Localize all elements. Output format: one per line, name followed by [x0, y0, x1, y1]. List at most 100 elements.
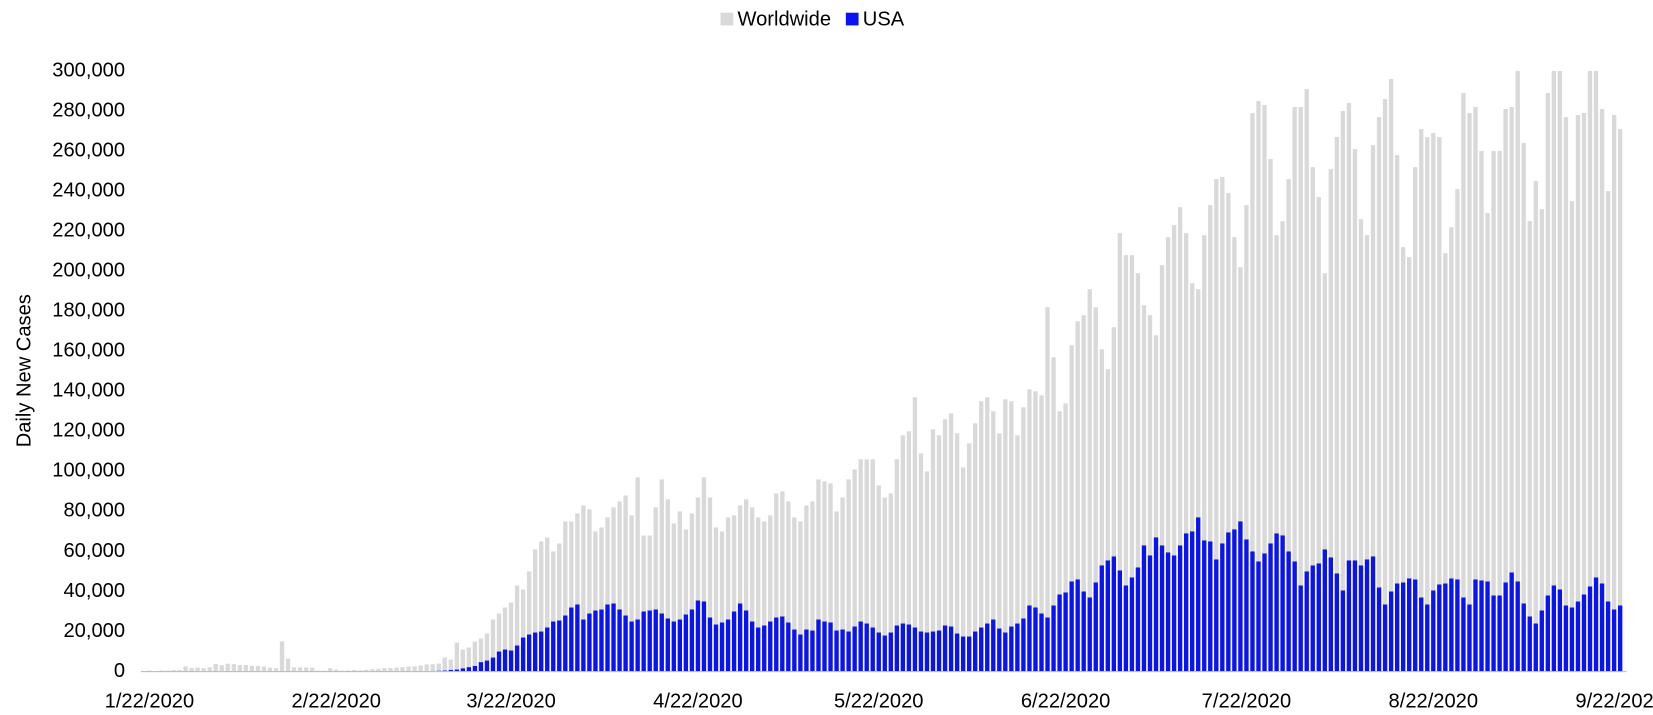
bar: [1425, 137, 1430, 672]
bar: [954, 433, 960, 672]
bar: [1545, 92, 1550, 672]
bar: [1099, 565, 1104, 672]
bar: [545, 537, 550, 672]
bar: [587, 613, 592, 672]
bar: [695, 497, 701, 672]
bar: [496, 613, 502, 672]
bar: [1232, 529, 1237, 672]
bar: [1111, 556, 1116, 672]
bar: [1051, 605, 1056, 672]
bar: [1051, 357, 1056, 672]
legend-swatch: [720, 12, 734, 26]
x-tick-label: 7/22/2020: [1202, 691, 1291, 713]
bar: [768, 515, 773, 672]
bar: [966, 443, 972, 672]
bar: [1202, 540, 1207, 672]
bar: [448, 669, 453, 672]
y-tick-label: 60,000: [64, 540, 126, 562]
bar: [1075, 321, 1080, 672]
bar: [436, 663, 441, 672]
bar: [575, 604, 580, 672]
bar: [846, 631, 851, 672]
bar: [1431, 133, 1436, 672]
bar: [677, 511, 683, 672]
bar: [1485, 581, 1490, 672]
bar: [1515, 581, 1520, 672]
bar: [1521, 603, 1526, 672]
bar: [1045, 617, 1050, 672]
bar: [1557, 589, 1563, 672]
x-tick-label: 9/22/2020: [1575, 691, 1653, 713]
bar: [1376, 587, 1382, 672]
bar: [575, 513, 580, 672]
bar: [870, 459, 875, 672]
bar: [1171, 225, 1177, 672]
bar: [430, 664, 435, 672]
bar: [484, 633, 490, 672]
bar: [1021, 618, 1026, 672]
bar: [924, 632, 930, 672]
bar: [303, 667, 309, 672]
bar: [1135, 273, 1141, 672]
bar: [1015, 435, 1020, 672]
bar: [1455, 189, 1460, 672]
bar: [249, 665, 255, 672]
bar: [1117, 570, 1123, 672]
bar: [581, 619, 586, 672]
bar: [581, 505, 586, 672]
bar: [1141, 545, 1147, 672]
bar: [352, 669, 357, 672]
bar: [882, 497, 887, 672]
bar: [508, 602, 514, 672]
bar: [900, 623, 906, 672]
bar: [792, 517, 797, 672]
bar: [1021, 407, 1026, 672]
bar: [683, 614, 689, 672]
bar: [1581, 594, 1587, 672]
bar: [689, 513, 695, 672]
bar: [1274, 235, 1279, 672]
bar: [1226, 532, 1231, 672]
bar: [1437, 584, 1442, 672]
bar: [1081, 315, 1086, 672]
bar: [1063, 403, 1068, 672]
bar: [1183, 533, 1189, 672]
bar: [810, 630, 815, 672]
bar: [460, 649, 466, 672]
bar: [472, 665, 478, 672]
bar: [1497, 151, 1502, 672]
bar: [617, 501, 622, 672]
bar: [852, 469, 857, 672]
bar: [207, 667, 212, 672]
bar: [768, 621, 773, 672]
bar: [1605, 601, 1611, 672]
bar: [948, 626, 954, 672]
bar: [508, 650, 514, 672]
bar: [1328, 169, 1333, 672]
bar: [545, 627, 550, 672]
bar: [936, 435, 942, 672]
bar: [297, 667, 303, 672]
bar: [930, 631, 936, 672]
bar: [1057, 411, 1062, 672]
bar: [894, 459, 900, 672]
bar: [1147, 555, 1153, 672]
bar: [1467, 604, 1472, 672]
bar: [605, 517, 610, 672]
bar: [918, 631, 924, 672]
bar: [1190, 283, 1195, 672]
bar: [1093, 582, 1098, 672]
bar: [1551, 585, 1557, 672]
bar: [243, 664, 249, 672]
bar: [255, 665, 261, 672]
bar: [1370, 145, 1376, 672]
bar: [261, 666, 267, 672]
bar: [683, 529, 689, 672]
bar: [1027, 605, 1032, 672]
bar: [1214, 559, 1219, 672]
bar: [1425, 604, 1430, 672]
y-tick-label: 180,000: [52, 300, 125, 322]
x-tick-label: 5/22/2020: [834, 691, 923, 713]
bar: [804, 505, 809, 672]
